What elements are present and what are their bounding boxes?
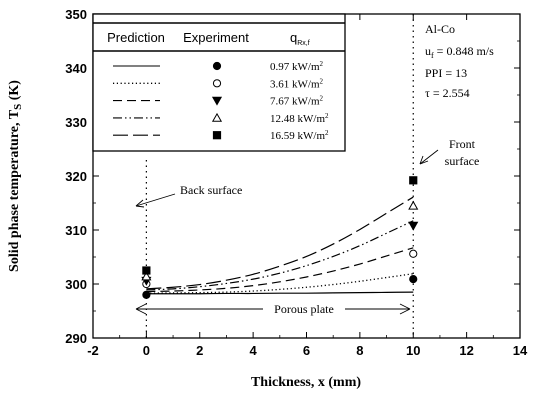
legend-marker-16.59	[212, 131, 222, 140]
x-axis-title: Thickness, x (mm)	[251, 375, 361, 390]
experiment-marker-0.97	[409, 275, 418, 284]
legend-marker-7.67	[211, 96, 223, 106]
experiment-marker-3.61	[409, 249, 418, 258]
y-tick-label: 290	[65, 331, 87, 346]
back-surface-label: Back surface	[180, 183, 242, 197]
tick-labels: -2 0 2 4 6 8 10 12 14 290 300 310 320 330 340 350	[65, 7, 528, 358]
legend-q-value: 7.67	[270, 96, 292, 108]
y-axis-title-unit: (K)	[7, 80, 22, 104]
experiment-marker-16.59	[409, 176, 418, 185]
x-tick-label: -2	[87, 343, 99, 358]
legend-label-16.59: 16.59 kW/m2	[270, 129, 329, 142]
experiment-marker-0.97	[142, 290, 151, 299]
x-tick-label: 12	[459, 343, 473, 358]
x-tick-label: 4	[250, 343, 258, 358]
legend-label-7.67: 7.67 kW/m2	[270, 95, 324, 108]
x-tick-label: 8	[356, 343, 363, 358]
legend-marker-0.97	[212, 61, 222, 71]
parameter-block: Al-Co uf = 0.848 m/s PPI = 13 τ = 2.554	[425, 22, 494, 100]
legend-marker-12.48	[211, 112, 223, 122]
x-tick-label: 6	[303, 343, 310, 358]
legend-header-prediction: Prediction	[107, 30, 165, 45]
prediction-curve-12.48	[146, 220, 414, 291]
legend-unit: kW/m	[292, 96, 320, 108]
front-surface-label-1: Front	[449, 137, 476, 151]
prediction-curve-0.97	[146, 291, 414, 295]
experiment-marker-12.48	[408, 200, 419, 210]
back-surface-arrow-head	[135, 199, 145, 208]
x-tick-label: 10	[406, 343, 420, 358]
legend-unit: kW/m	[298, 113, 326, 125]
back-surface-arrow-shaft	[135, 193, 176, 207]
legend-unit-sup: 2	[320, 95, 324, 103]
legend-marker-3.61	[212, 79, 222, 88]
param-ppi: PPI = 13	[425, 66, 467, 80]
experiment-marker-7.67	[408, 221, 419, 231]
param-velocity-sub: f	[431, 51, 434, 60]
legend-header-q: qRx,f	[290, 30, 310, 47]
y-tick-label: 350	[65, 7, 87, 22]
y-tick-label: 330	[65, 115, 87, 130]
experiment-marker-12.48	[141, 271, 152, 281]
prediction-curve-3.61	[146, 273, 414, 294]
annotations: Back surface Front surface Porous plate	[135, 137, 480, 316]
x-tick-label: 0	[143, 343, 150, 358]
legend-unit-sup: 2	[320, 60, 324, 68]
param-velocity: uf = 0.848 m/s	[425, 44, 494, 60]
front-surface-arrow-head	[419, 155, 429, 165]
legend-header-experiment: Experiment	[183, 30, 249, 45]
legend-unit: kW/m	[298, 130, 326, 142]
param-material: Al-Co	[425, 22, 455, 36]
legend-label-3.61: 3.61 kW/m2	[270, 77, 324, 90]
prediction-curves	[146, 196, 414, 295]
legend-q-value: 0.97	[270, 61, 292, 73]
front-surface-arrow-shaft	[419, 149, 439, 165]
legend: Prediction Experiment qRx,f 0.97 kW/m23.…	[92, 13, 346, 152]
legend-unit: kW/m	[292, 61, 320, 73]
param-velocity-main: u	[425, 44, 431, 58]
prediction-curve-16.59	[146, 196, 414, 290]
legend-label-12.48: 12.48 kW/m2	[270, 112, 329, 125]
y-tick-label: 340	[65, 61, 87, 76]
porous-plate-label: Porous plate	[274, 302, 334, 316]
legend-unit: kW/m	[292, 78, 320, 90]
porous-plate-arrow-right-head	[399, 303, 411, 315]
experiment-marker-16.59	[142, 266, 151, 275]
param-tau: τ = 2.554	[425, 86, 470, 100]
front-surface-label-2: surface	[445, 154, 480, 168]
porous-plate-arrow-left-head	[135, 303, 147, 315]
legend-unit-sup: 2	[320, 77, 324, 85]
experiment-markers	[141, 176, 419, 299]
param-velocity-rest: = 0.848 m/s	[434, 44, 494, 58]
legend-header-q-sub: Rx,f	[297, 40, 310, 47]
y-tick-label: 300	[65, 277, 87, 292]
y-tick-label: 320	[65, 169, 87, 184]
y-axis-title-main: Solid phase temperature, T	[7, 109, 22, 272]
prediction-curve-7.67	[146, 247, 414, 293]
legend-q-value: 12.48	[270, 113, 298, 125]
x-tick-label: 14	[513, 343, 528, 358]
legend-header-q-main: q	[290, 30, 297, 45]
legend-unit-sup: 2	[325, 112, 329, 120]
y-axis-title-sub: S	[12, 104, 24, 110]
y-tick-label: 310	[65, 223, 87, 238]
legend-unit-sup: 2	[325, 129, 329, 137]
legend-q-value: 16.59	[270, 130, 298, 142]
legend-q-value: 3.61	[270, 78, 292, 90]
legend-label-0.97: 0.97 kW/m2	[270, 60, 324, 73]
y-axis-title: Solid phase temperature, TS (K)	[7, 80, 24, 272]
x-tick-label: 2	[196, 343, 203, 358]
